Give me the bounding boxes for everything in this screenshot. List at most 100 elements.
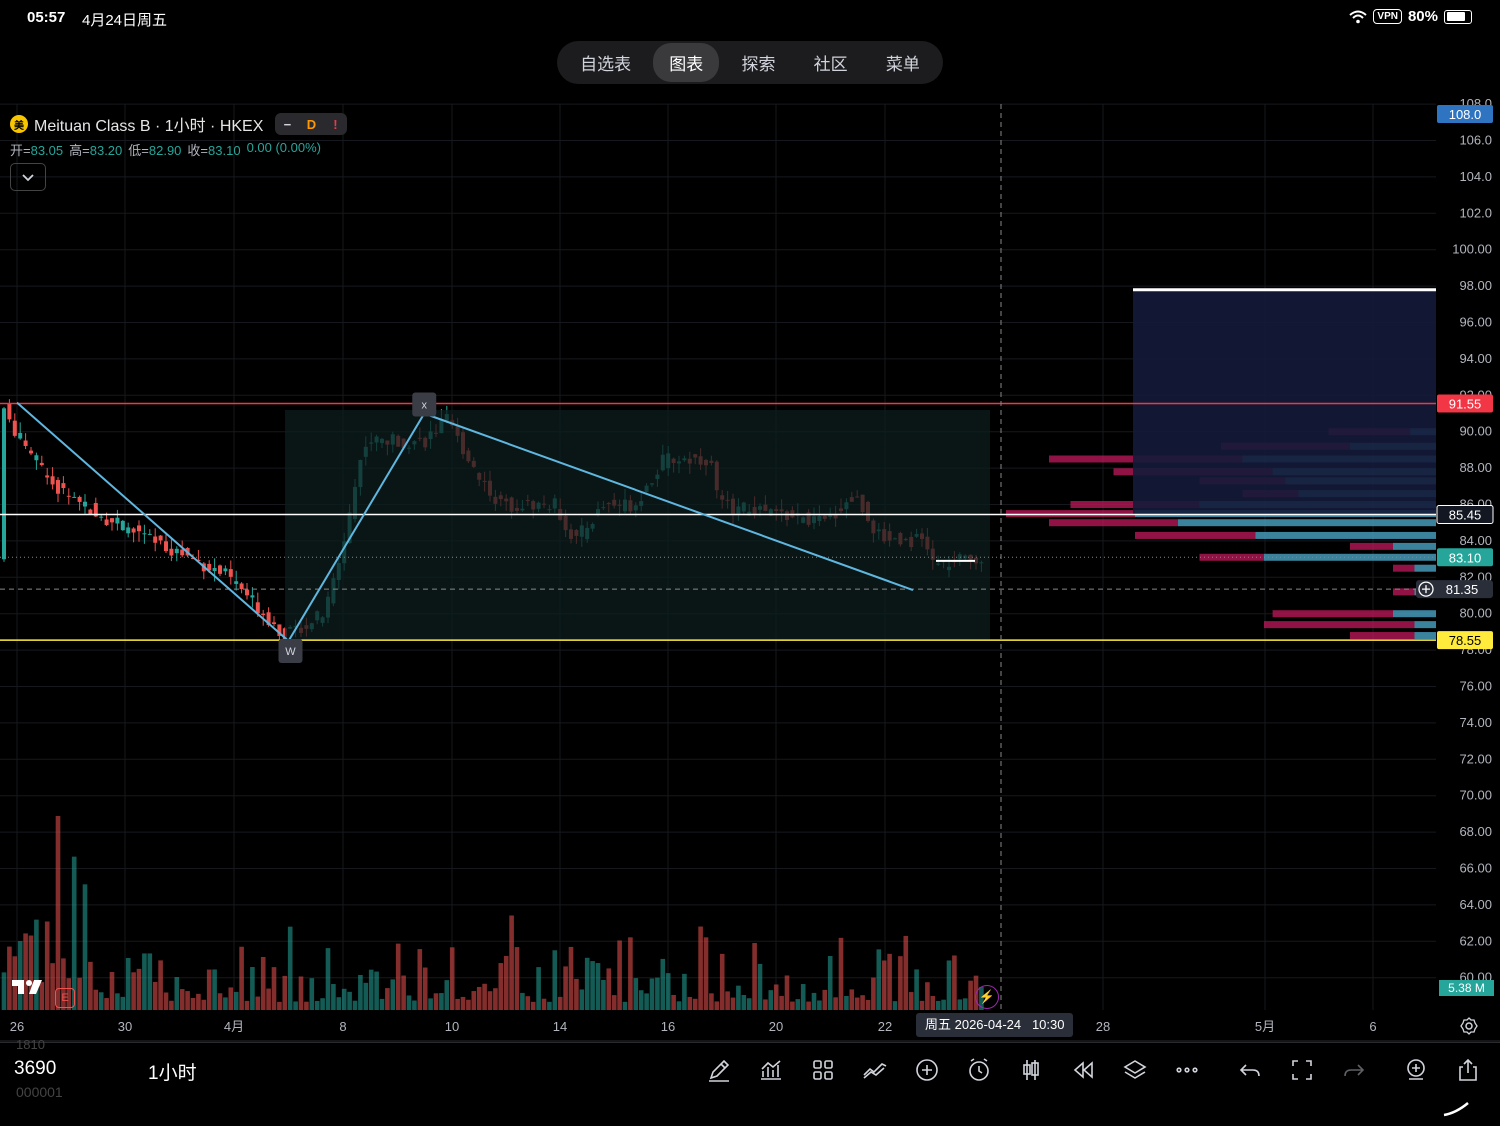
candle-body xyxy=(18,432,23,439)
volume-bar xyxy=(568,946,574,1010)
volume-bar xyxy=(833,997,838,1010)
open-label: 开= xyxy=(10,143,31,158)
change-value: 0.00 (0.00%) xyxy=(246,140,321,155)
vpn-badge: VPN xyxy=(1373,9,1402,24)
vp-bar-up xyxy=(1178,519,1436,527)
replay-icon[interactable] xyxy=(1067,1054,1099,1086)
status-time: 05:57 xyxy=(27,9,66,26)
open-value: 83.05 xyxy=(30,143,64,158)
volume-bar xyxy=(476,986,482,1010)
tab-menu[interactable]: 菜单 xyxy=(885,55,920,74)
price-tick-label: 74.00 xyxy=(1459,715,1492,730)
lightning-icon[interactable]: ⚡ xyxy=(975,985,999,1009)
vp-bar-up xyxy=(1264,553,1436,561)
undo-icon[interactable] xyxy=(1234,1054,1266,1086)
volume-bar xyxy=(109,971,115,1010)
candle-body xyxy=(39,462,44,466)
candle-body xyxy=(12,420,17,436)
tradingview-logo[interactable] xyxy=(12,978,46,1002)
volume-bar xyxy=(331,984,336,1010)
pencil-icon[interactable] xyxy=(703,1054,735,1086)
volume-bar xyxy=(503,955,509,1010)
layers-icon[interactable] xyxy=(1119,1054,1151,1086)
volume-bar xyxy=(460,996,466,1010)
volume-bar xyxy=(779,995,784,1010)
add-icon[interactable] xyxy=(911,1054,943,1086)
legend-collapse-button[interactable] xyxy=(10,163,46,191)
volume-bar xyxy=(655,977,660,1010)
volume-bar xyxy=(88,961,93,1010)
volume-bar xyxy=(358,974,363,1010)
volume-bar xyxy=(514,947,520,1010)
vp-bar-down xyxy=(1006,510,1135,518)
volume-bar xyxy=(628,937,633,1010)
time-tick-label: 26 xyxy=(10,1019,24,1034)
volume-bar xyxy=(217,993,223,1010)
compare-icon[interactable] xyxy=(859,1054,891,1086)
volume-bar xyxy=(390,979,396,1010)
volume-bar xyxy=(196,993,201,1010)
candle-body xyxy=(137,525,141,532)
interval-selector[interactable]: 1小时 xyxy=(148,1063,197,1084)
volume-bar xyxy=(962,998,968,1010)
status-bar: 05:57 4月24日周五 VPN 80% xyxy=(0,0,1500,36)
volume-bar xyxy=(552,950,558,1010)
volume-bar xyxy=(142,953,147,1010)
volume-bar xyxy=(439,993,444,1010)
tab-watchlist[interactable]: 自选表 xyxy=(580,55,632,74)
symbol-next[interactable]: 000001 xyxy=(16,1084,63,1100)
symbol-prev[interactable]: 1810 xyxy=(16,1037,45,1052)
pattern-label-w: W xyxy=(285,646,296,658)
volume-bar xyxy=(730,997,736,1010)
time-tick-label: 14 xyxy=(553,1019,567,1034)
symbol-ticker[interactable]: 3690 xyxy=(14,1058,57,1079)
templates-icon[interactable] xyxy=(807,1054,839,1086)
tab-explore[interactable]: 探索 xyxy=(741,55,776,74)
symbol-title[interactable]: Meituan Class B · 1小时 · HKEX xyxy=(34,118,264,135)
time-tick-label: 30 xyxy=(118,1019,132,1034)
time-tick-label: 6 xyxy=(1369,1019,1376,1034)
redo-icon[interactable] xyxy=(1338,1054,1370,1086)
volume-bar xyxy=(881,960,887,1010)
volume-bar xyxy=(239,946,244,1010)
volume-bar xyxy=(935,1000,941,1010)
pattern-trendline xyxy=(16,401,914,643)
volume-bar xyxy=(44,921,50,1010)
volume-bar xyxy=(865,999,871,1010)
volume-bar xyxy=(590,961,595,1010)
volume-bar xyxy=(255,996,261,1010)
candle-body xyxy=(212,567,217,572)
volume-bar xyxy=(201,999,207,1010)
symbol-legend[interactable]: 美 Meituan Class B · 1小时 · HKEX − D ! xyxy=(10,112,348,136)
tab-chart[interactable]: 图表 xyxy=(653,43,720,82)
crosshair-time-label: 周五 2026-04-24 10:30 xyxy=(916,1013,1074,1037)
volume-bar xyxy=(709,993,714,1010)
price-tick-label: 64.00 xyxy=(1459,897,1492,912)
volume-bar xyxy=(903,935,909,1010)
volume-bar xyxy=(309,978,315,1010)
volume-bar xyxy=(7,946,12,1010)
volume-bar xyxy=(547,1001,552,1010)
share-icon[interactable] xyxy=(1452,1054,1484,1086)
more-icon[interactable] xyxy=(1171,1054,1203,1086)
time-tick-label: 28 xyxy=(1096,1019,1110,1034)
volume-bar xyxy=(941,999,946,1010)
indicators-icon[interactable] xyxy=(755,1054,787,1086)
volume-bar xyxy=(233,991,239,1010)
volume-bar xyxy=(811,992,817,1010)
volume-bar xyxy=(250,967,255,1010)
pattern-label-x-bg xyxy=(412,392,437,417)
flag-delayed: D xyxy=(306,116,317,132)
volume-bar xyxy=(768,990,774,1010)
fullscreen-icon[interactable] xyxy=(1286,1054,1318,1086)
volume-bar xyxy=(244,1000,250,1010)
earnings-icon[interactable]: E xyxy=(55,988,75,1008)
bar-type-icon[interactable] xyxy=(1015,1054,1047,1086)
price-tick-label: 94.00 xyxy=(1459,351,1492,366)
tab-community[interactable]: 社区 xyxy=(813,55,848,74)
alert-icon[interactable] xyxy=(963,1054,995,1086)
gear-icon[interactable] xyxy=(1460,1017,1478,1035)
price-chart[interactable]: xW 108.0106.0104.0102.0100.0098.0096.009… xyxy=(0,0,1500,1042)
price-tick-label: 90.00 xyxy=(1459,424,1492,439)
add-alert-icon[interactable] xyxy=(1400,1054,1432,1086)
